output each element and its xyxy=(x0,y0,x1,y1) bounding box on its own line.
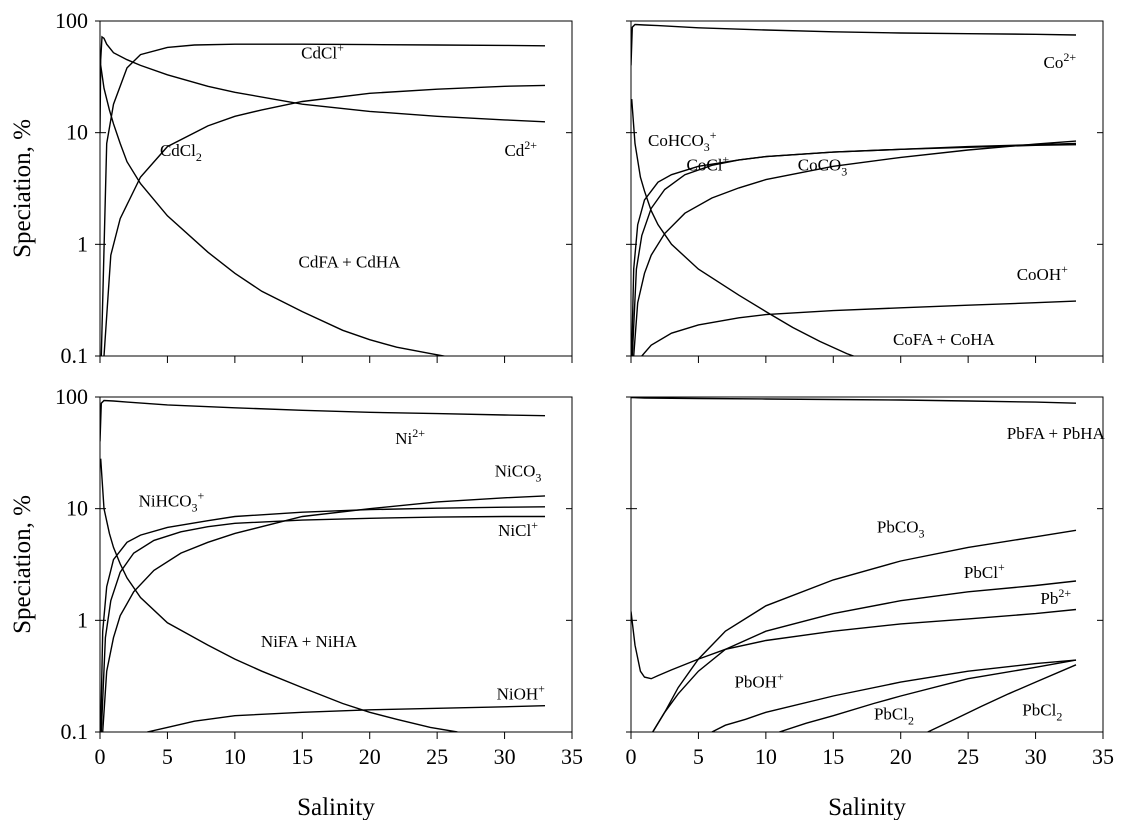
panel-bottom-left-curve-label: Ni2+ xyxy=(395,426,425,448)
panel-bottom-right-series-pbcl- xyxy=(651,580,1077,732)
panel-top-right-series-cocl- xyxy=(631,142,1077,356)
panel-top-right-curve-label: Co2+ xyxy=(1044,50,1077,72)
panel-top-right-curve-label: CoFA + CoHA xyxy=(893,330,996,349)
panel-top-left-frame xyxy=(99,20,573,357)
panel-bottom-left-xtick-label: 15 xyxy=(291,744,313,769)
panel-bottom-right-series-pb2- xyxy=(631,608,1077,680)
panel-top-left-ytick-label: 0.1 xyxy=(61,343,89,368)
panel-bottom-right-curve-label: PbCl+ xyxy=(964,560,1005,582)
panel-bottom-left-curve-label: NiCO3 xyxy=(495,461,542,484)
panel-bottom-left-curve-label: NiFA + NiHA xyxy=(261,632,358,651)
panel-bottom-left-frame xyxy=(99,396,573,733)
panel-bottom-right-xtick-label: 30 xyxy=(1025,744,1047,769)
panel-bottom-right-frame xyxy=(630,396,1104,733)
panel-bottom-left-curve-label: NiCl+ xyxy=(498,518,538,540)
panel-top-right-series-coco3 xyxy=(633,140,1077,356)
panel-bottom-right-curve-label: PbCO3 xyxy=(877,518,925,541)
panel-bottom-right-xtick-label: 15 xyxy=(822,744,844,769)
panel-bottom-left-series-nicl- xyxy=(100,515,545,732)
panel-bottom-right-series-pbcl2 xyxy=(779,659,1077,732)
panel-bottom-left-ytick-label: 100 xyxy=(55,384,88,409)
panel-bottom-right-series-pbco3 xyxy=(651,529,1077,732)
panel-bottom-left-series-nifa-niha xyxy=(100,458,458,732)
panel-top-left-series-cdfa-cdha xyxy=(100,65,448,356)
panel-top-left-curve-label: Cd2+ xyxy=(504,138,537,160)
panel-bottom-left-ytick-label: 0.1 xyxy=(61,719,89,744)
panel-bottom-right-xtick-label: 0 xyxy=(626,744,637,769)
panel-top-left-ylabel: Speciation, % xyxy=(9,119,36,258)
panel-top-right-frame xyxy=(630,20,1104,357)
panel-bottom-left-ytick-label: 1 xyxy=(77,607,88,632)
panel-bottom-right-series-pboh- xyxy=(711,659,1077,732)
panel-bottom-right-curve-label: Pb2+ xyxy=(1040,586,1071,608)
panel-bottom-left-series-nioh- xyxy=(147,705,546,732)
panel-top-left: 0.1 1 10 100 Speciation, % CdCl+ CdCl2 Cd2+ CdFA… xyxy=(9,8,573,368)
panel-top-left-curve-label: CdCl+ xyxy=(301,41,344,63)
panel-bottom-left-xtick-label: 30 xyxy=(494,744,516,769)
panel-bottom-right-series-pbfa-pbha xyxy=(631,397,1077,404)
panel-bottom-right-curve-label: PbFA + PbHA xyxy=(1007,424,1106,443)
panel-top-right-curve-label: CoOH+ xyxy=(1017,262,1068,284)
panel-bottom-left-xlabel: Salinity xyxy=(297,794,375,820)
panel-top-right-series-cofa-coha xyxy=(631,99,856,356)
panel-top-right-curve-label: CoCl+ xyxy=(687,152,730,174)
panel-top-left-series-cdcl- xyxy=(100,43,546,356)
panel-top-right: Co2+ CoHCO3+CoCl+ CoCO3 CoOH+ CoFA + CoHA xyxy=(626,20,1104,363)
panel-top-left-series-cdcl2 xyxy=(103,84,546,356)
panel-bottom-right-xtick-label: 10 xyxy=(755,744,777,769)
panel-bottom-right-xtick-label: 35 xyxy=(1092,744,1114,769)
panel-bottom-right-xlabel: Salinity xyxy=(828,794,906,820)
panel-bottom-right-curve-label: PbCl2 xyxy=(1022,701,1062,724)
panel-bottom-left-xtick-label: 10 xyxy=(224,744,246,769)
panel-top-left-ytick-label: 1 xyxy=(77,231,88,256)
panel-bottom-left-xtick-label: 35 xyxy=(561,744,583,769)
panel-bottom-left-curve-label: NiHCO3+ xyxy=(139,488,205,514)
panel-bottom-left-ytick-label: 10 xyxy=(66,496,88,521)
panel-bottom-left-xtick-label: 20 xyxy=(359,744,381,769)
panel-bottom-left-series-nico3 xyxy=(102,495,546,732)
panel-bottom-left-xtick-label: 5 xyxy=(162,744,173,769)
panel-bottom-right-xtick-label: 25 xyxy=(957,744,979,769)
panel-top-left-curve-label: CdFA + CdHA xyxy=(299,253,402,272)
panel-top-left-series-cd2- xyxy=(100,35,546,133)
panel-bottom-left-curve-label: NiOH+ xyxy=(497,682,546,704)
panel-top-right-curve-label: CoCO3 xyxy=(798,155,847,178)
panel-top-right-curve-label: CoHCO3+ xyxy=(648,128,717,154)
panel-bottom-right-curve-label: PbOH+ xyxy=(734,670,784,692)
panel-bottom-left-xtick-label: 25 xyxy=(426,744,448,769)
panel-bottom-right: 0 5 10 15 20 25 30 35 Salinity PbFA + PbHA PbCO3 Pb… xyxy=(626,396,1114,821)
panel-top-left-ytick-label: 100 xyxy=(55,8,88,33)
panel-bottom-right-series-pbcl2-right- xyxy=(927,664,1077,732)
panel-bottom-left-xtick-label: 0 xyxy=(95,744,106,769)
panel-bottom-right-curve-label: PbCl2 xyxy=(874,704,914,727)
panel-bottom-left: 0.1 1 10 100 0 5 10 15 20 25 30 35 Speciation, % Sali… xyxy=(9,384,583,821)
panel-top-left-curve-label: CdCl2 xyxy=(160,141,202,164)
panel-top-right-series-co2- xyxy=(631,23,1077,66)
panel-top-left-ytick-label: 10 xyxy=(66,120,88,145)
panel-top-right-series-cooh- xyxy=(641,300,1077,356)
panel-bottom-left-series-nihco3- xyxy=(100,506,546,732)
panel-bottom-right-xtick-label: 20 xyxy=(890,744,912,769)
panel-bottom-right-xtick-label: 5 xyxy=(693,744,704,769)
panel-bottom-left-series-ni2- xyxy=(100,399,546,442)
panel-bottom-left-ylabel: Speciation, % xyxy=(9,495,36,634)
